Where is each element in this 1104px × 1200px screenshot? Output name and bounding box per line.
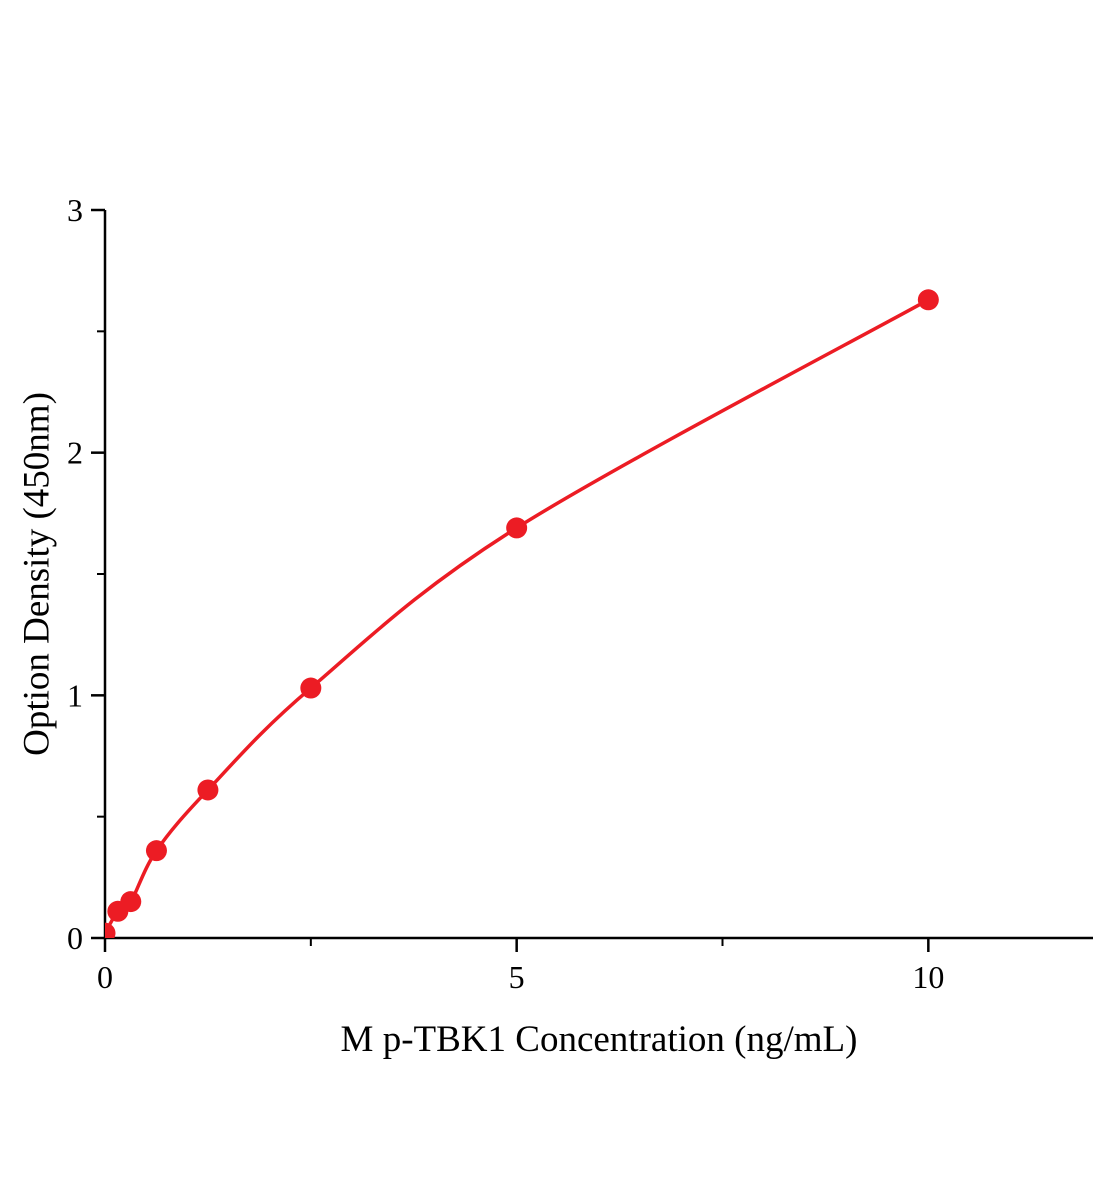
data-point xyxy=(917,289,939,311)
series-group xyxy=(105,289,939,938)
fit-curve xyxy=(105,298,930,935)
y-tick-label: 2 xyxy=(67,435,83,471)
data-point xyxy=(145,840,167,862)
data-point xyxy=(120,891,142,913)
data-point xyxy=(300,677,322,699)
data-point xyxy=(197,779,219,801)
data-point xyxy=(105,922,116,938)
y-tick-label: 1 xyxy=(67,677,83,713)
y-axis-title: Option Density (450nm) xyxy=(16,392,58,756)
x-tick-label: 10 xyxy=(912,959,944,995)
x-tick-label: 0 xyxy=(97,959,113,995)
x-tick-label: 5 xyxy=(509,959,525,995)
y-tick-label: 3 xyxy=(67,192,83,228)
y-tick-label: 0 xyxy=(67,920,83,956)
data-point xyxy=(506,517,528,539)
x-axis-title: M p-TBK1 Concentration (ng/mL) xyxy=(340,1019,858,1060)
